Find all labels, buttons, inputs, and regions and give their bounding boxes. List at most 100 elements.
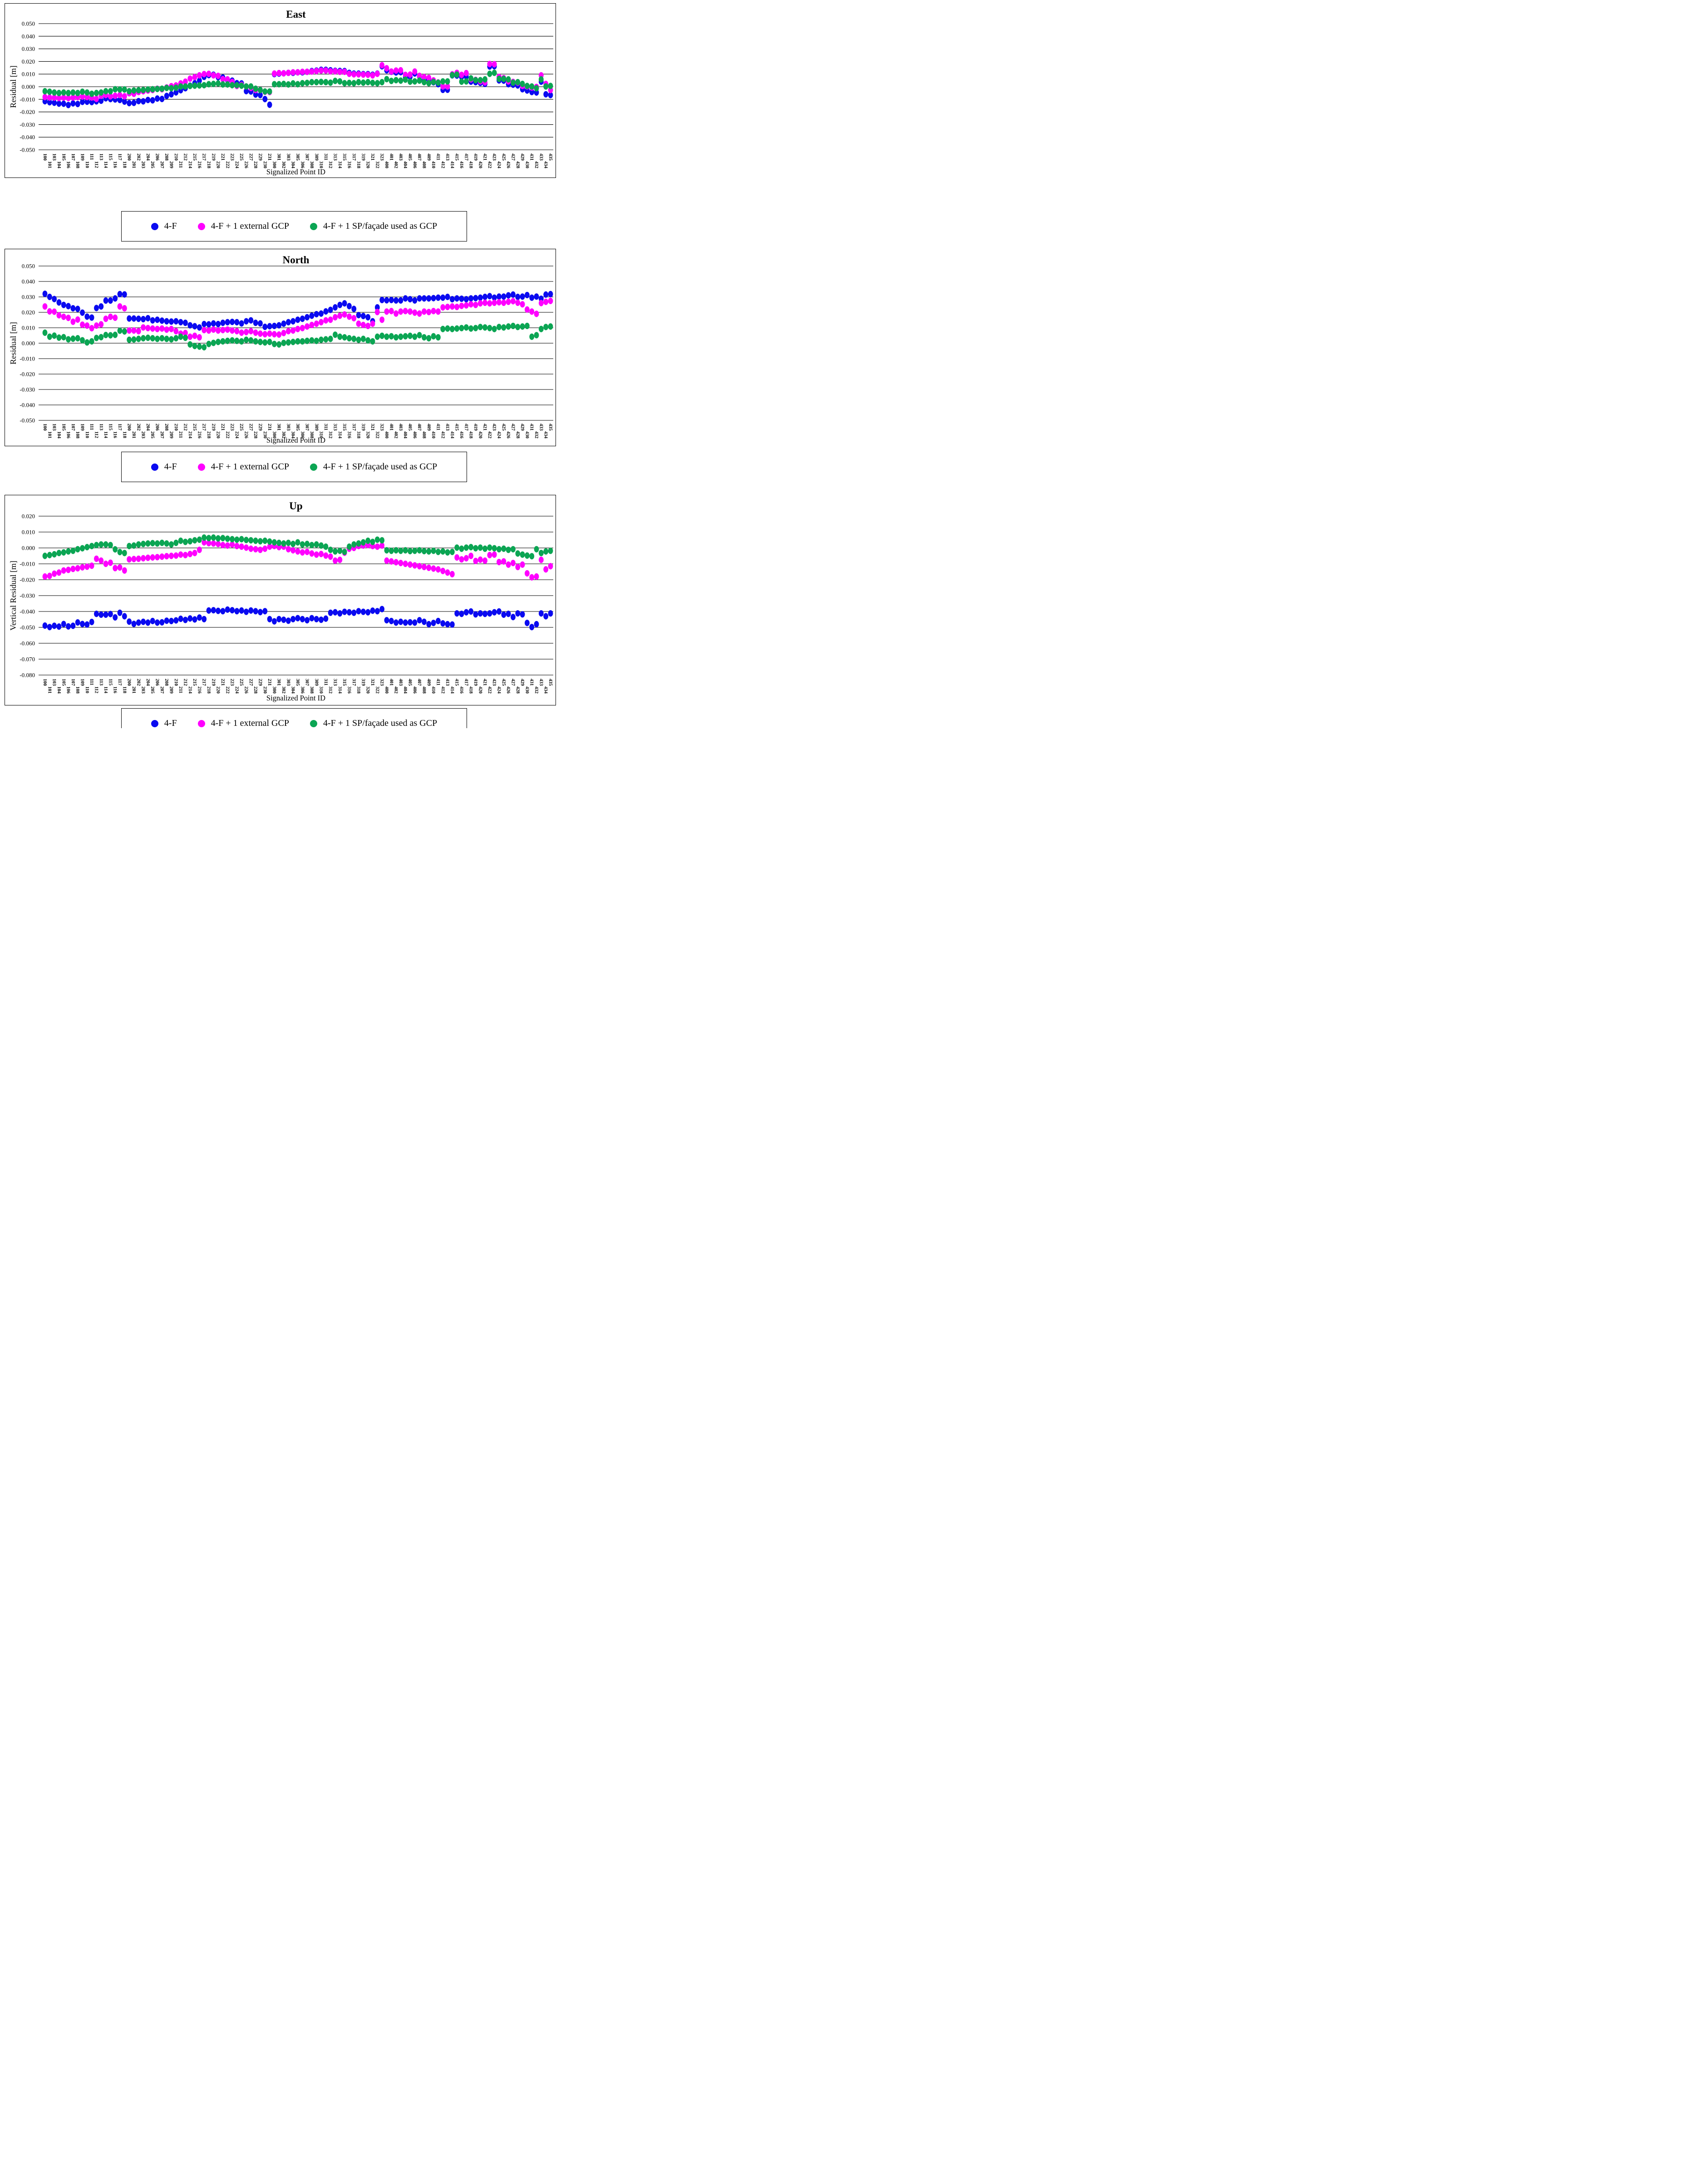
svg-text:114: 114 [103,161,108,168]
svg-text:316: 316 [346,161,351,168]
svg-text:0.040: 0.040 [22,33,35,39]
svg-text:302: 302 [281,686,286,694]
svg-text:112: 112 [93,161,98,168]
svg-text:115: 115 [108,424,113,430]
svg-text:418: 418 [468,161,473,168]
svg-text:426: 426 [506,161,511,168]
svg-text:221: 221 [220,424,225,431]
svg-text:215: 215 [192,679,197,686]
svg-text:204: 204 [145,679,150,686]
chart-north: North 0.050 0.040 0.030 0.020 0.010 0.000 -0.01… [5,249,556,446]
svg-text:Signalized Point ID: Signalized Point ID [266,694,325,702]
svg-text:400: 400 [384,161,389,168]
svg-text:427: 427 [510,679,515,686]
svg-text:225: 225 [239,424,244,431]
svg-text:113: 113 [98,153,103,160]
svg-text:413: 413 [445,679,450,686]
svg-text:408: 408 [422,686,427,694]
svg-text:426: 426 [506,686,511,694]
svg-text:323: 323 [379,424,384,431]
svg-text:419: 419 [473,153,478,161]
svg-text:0.000: 0.000 [22,340,35,347]
svg-text:434: 434 [543,431,548,439]
svg-text:101: 101 [47,431,52,439]
svg-text:110: 110 [84,431,89,438]
svg-text:229: 229 [257,153,262,161]
svg-text:306: 306 [300,431,305,439]
svg-text:400: 400 [384,431,389,439]
legend-north: 4-F 4-F + 1 external GCP 4-F + 1 SP/faça… [121,452,467,482]
svg-text:100: 100 [42,424,47,431]
svg-text:304: 304 [290,161,295,169]
svg-text:422: 422 [487,431,492,439]
svg-text:221: 221 [220,679,225,686]
svg-text:404: 404 [403,686,408,694]
svg-text:320: 320 [365,161,370,168]
svg-text:315: 315 [342,153,347,161]
svg-text:0.010: 0.010 [22,71,35,78]
series-4f-marker [151,222,158,230]
svg-text:110: 110 [84,686,89,693]
svg-text:311: 311 [323,424,328,430]
svg-text:427: 427 [510,153,515,161]
svg-text:321: 321 [370,153,375,161]
svg-text:109: 109 [80,679,85,686]
svg-text:412: 412 [440,161,445,168]
svg-text:423: 423 [492,153,497,161]
svg-text:320: 320 [365,686,370,694]
svg-text:315: 315 [342,679,347,686]
svg-text:417: 417 [463,424,468,431]
svg-text:108: 108 [75,686,80,694]
svg-text:413: 413 [445,424,450,431]
svg-text:311: 311 [323,679,328,685]
svg-text:227: 227 [248,679,253,686]
svg-text:429: 429 [520,679,525,686]
svg-text:200: 200 [127,679,132,686]
svg-text:301: 301 [276,153,281,161]
series-external-gcp-marker [197,720,205,727]
svg-text:0.020: 0.020 [22,58,35,65]
svg-text:419: 419 [473,424,478,431]
svg-text:316: 316 [346,431,351,439]
svg-text:204: 204 [145,153,150,161]
svg-text:323: 323 [379,153,384,161]
svg-text:306: 306 [300,161,305,168]
svg-text:323: 323 [379,679,384,686]
svg-text:307: 307 [305,153,310,161]
svg-text:308: 308 [309,161,314,168]
svg-text:226: 226 [244,686,249,694]
svg-text:315: 315 [342,424,347,431]
svg-text:312: 312 [328,161,333,168]
svg-text:202: 202 [136,679,141,686]
svg-text:204: 204 [145,424,150,431]
svg-text:420: 420 [477,161,482,168]
legend-item-sp-facade: 4-F + 1 SP/façade used as GCP [310,718,437,728]
svg-text:434: 434 [543,686,548,694]
svg-text:411: 411 [435,153,440,160]
svg-text:321: 321 [370,679,375,686]
svg-text:318: 318 [356,686,361,694]
svg-text:110: 110 [84,161,89,168]
svg-text:414: 414 [449,161,454,169]
svg-text:416: 416 [459,686,464,694]
svg-text:318: 318 [356,431,361,439]
svg-text:428: 428 [515,431,520,439]
series-4f-marker [151,720,158,727]
svg-text:231: 231 [267,424,272,431]
svg-text:406: 406 [412,161,417,168]
svg-text:101: 101 [47,686,52,694]
svg-text:210: 210 [173,153,178,161]
svg-text:309: 309 [314,424,319,431]
svg-text:302: 302 [281,431,286,439]
svg-text:117: 117 [117,424,122,430]
svg-text:111: 111 [89,679,94,685]
svg-text:425: 425 [501,153,506,161]
svg-text:405: 405 [408,153,413,161]
svg-text:207: 207 [159,431,164,439]
svg-text:227: 227 [248,424,253,431]
svg-text:317: 317 [351,153,356,161]
svg-text:425: 425 [501,424,506,431]
series-external-gcp-marker [197,222,205,230]
svg-text:224: 224 [234,161,239,169]
svg-text:402: 402 [393,161,398,168]
